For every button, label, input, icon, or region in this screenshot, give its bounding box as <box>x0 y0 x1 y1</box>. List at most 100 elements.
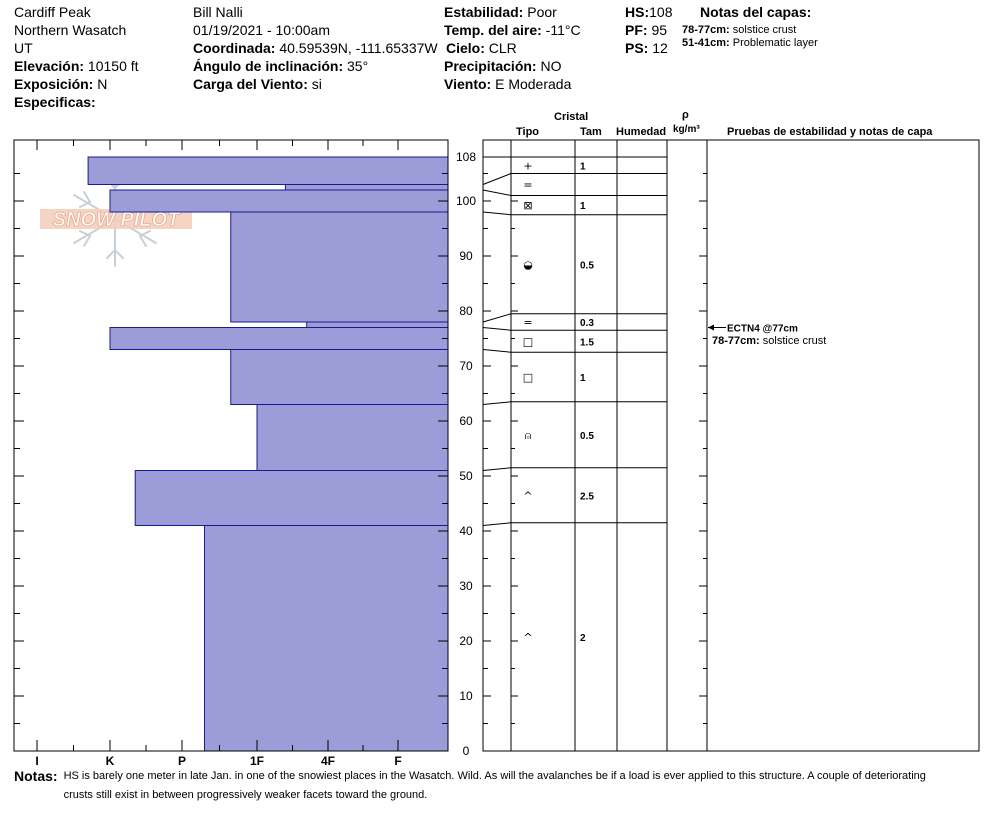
x-tick-label-1F: 1F <box>250 754 264 768</box>
coordinate-value: 40.59539N, -111.65337W <box>279 40 438 56</box>
crystal-size-4: 0.5 <box>580 260 594 271</box>
elevation-label: Elevación: <box>14 58 85 74</box>
layer-connector <box>482 522 512 526</box>
crystal-type-1: + <box>523 159 532 172</box>
col-humedad: Humedad <box>616 126 667 138</box>
hardness-bar-1 <box>87 156 449 185</box>
layer-connector <box>482 173 512 185</box>
stability-label: Estabilidad: <box>444 4 524 20</box>
layer-note-2-range: 51-41cm: <box>682 37 730 49</box>
crystal-size-1: 1 <box>580 161 586 172</box>
pf: PF: 95 <box>625 22 667 38</box>
air-temp-value: -11°C <box>545 22 581 38</box>
hs-value: 108 <box>649 4 673 20</box>
crystal-size-3: 1 <box>580 201 586 212</box>
sky: Cielo: CLR <box>444 40 517 56</box>
sky-label: Cielo: <box>446 40 485 56</box>
hs: HS:108 <box>625 4 672 20</box>
logo-band <box>40 209 192 229</box>
aspect: Exposición: N <box>14 76 107 92</box>
elevation: Elevación: 10150 ft <box>14 58 139 74</box>
aspect-value: N <box>97 76 108 92</box>
layer-note-1: 78-77cm: solstice crust <box>682 24 796 37</box>
sky-value: CLR <box>488 40 517 56</box>
crystal-type-5: = <box>523 316 532 329</box>
wind-value: E Moderada <box>495 76 572 92</box>
x-tick-label-P: P <box>178 754 186 768</box>
crystal-size-5: 0.3 <box>580 318 594 329</box>
layer-note-2: 51-41cm: Problematic layer <box>682 37 818 50</box>
layer-notes-title: Notas del capas: <box>700 4 812 20</box>
hardness-bar-3 <box>109 189 449 213</box>
slope-value: 35° <box>347 58 369 74</box>
stability: Estabilidad: Poor <box>444 4 557 20</box>
notes: Notas: HS is barely one meter in late Jan… <box>14 767 964 805</box>
hardness-bar-2 <box>284 184 449 191</box>
hardness-plot-frame <box>13 139 449 752</box>
slope-angle: Ángulo de inclinación: 35° <box>193 58 368 74</box>
y-tick-label-50: 50 <box>459 469 473 483</box>
crystal-type-6: □ <box>523 335 533 348</box>
crystal-size-7: 1 <box>580 373 586 384</box>
hardness-bar-9 <box>134 470 449 526</box>
layer-connector <box>482 313 512 323</box>
x-tick-label-4F: 4F <box>321 754 335 768</box>
wind-load-value: si <box>311 76 322 92</box>
wind-label: Viento: <box>444 76 492 92</box>
air-temp-label: Temp. del aire: <box>444 22 542 38</box>
layer-connector <box>482 327 512 331</box>
hardness-bar-6 <box>109 327 449 350</box>
x-tick-label-F: F <box>394 754 401 768</box>
stability-test-1: ECTN4 @77cm <box>727 324 798 335</box>
col-tam: Tam <box>580 126 602 138</box>
coordinate: Coordinada: 40.59539N, -111.65337W <box>193 40 438 56</box>
layer-connector <box>482 349 512 353</box>
crystal-size-6: 1.5 <box>580 337 594 348</box>
y-tick-label-80: 80 <box>459 304 473 318</box>
snow-pilot-logo: SNOW PILOT <box>40 171 192 267</box>
crystal-type-3: ⊠ <box>523 199 532 212</box>
y-tick-label-30: 30 <box>459 579 473 593</box>
observation-datetime: 01/19/2021 - 10:00am <box>193 22 330 38</box>
slope-label: Ángulo de inclinación: <box>193 58 344 74</box>
wind-load-label: Carga del Viento: <box>193 76 308 92</box>
ps-value: 12 <box>652 40 668 56</box>
layer-connector <box>482 189 512 196</box>
wind-load: Carga del Viento: si <box>193 76 322 92</box>
hardness-bar-8 <box>256 404 449 471</box>
hardness-bar-10 <box>204 525 449 752</box>
crystal-size-10: 2 <box>580 633 586 644</box>
test-arrow-head <box>708 324 714 331</box>
location-name: Cardiff Peak <box>14 4 91 20</box>
observer-name: Bill Nalli <box>193 4 243 20</box>
precip-value: NO <box>540 58 562 74</box>
col-tipo: Tipo <box>516 126 540 138</box>
pf-value: 95 <box>651 22 668 38</box>
y-tick-label-40: 40 <box>459 524 473 538</box>
crystal-type-7: □ <box>523 371 533 384</box>
y-tick-label-90: 90 <box>459 249 473 263</box>
notes-label: Notas: <box>14 768 58 784</box>
layer-connector <box>482 401 512 405</box>
layer-note-1-range: 78-77cm: <box>682 24 730 36</box>
col-density-unit: kg/m³ <box>673 124 700 135</box>
wind: Viento: E Moderada <box>444 76 571 92</box>
crystal-table-frame <box>482 139 980 752</box>
y-tick-label-70: 70 <box>459 359 473 373</box>
ps-label: PS: <box>625 40 649 56</box>
hardness-bar-4 <box>230 211 449 323</box>
crystal-type-2: = <box>523 179 532 192</box>
crystal-type-10: ^ <box>523 631 532 644</box>
crystal-size-9: 2.5 <box>580 491 594 502</box>
state-name: UT <box>14 40 33 56</box>
y-tick-label-108: 108 <box>456 150 476 164</box>
layer-note-1-text: solstice crust <box>732 24 797 36</box>
y-tick-label-0: 0 <box>463 744 470 758</box>
ps: PS: 12 <box>625 40 668 56</box>
specifics: Especificas: <box>14 94 96 110</box>
precip-label: Precipitación: <box>444 58 537 74</box>
y-tick-label-60: 60 <box>459 414 473 428</box>
layer-connector <box>482 467 512 471</box>
aspect-label: Exposición: <box>14 76 94 92</box>
